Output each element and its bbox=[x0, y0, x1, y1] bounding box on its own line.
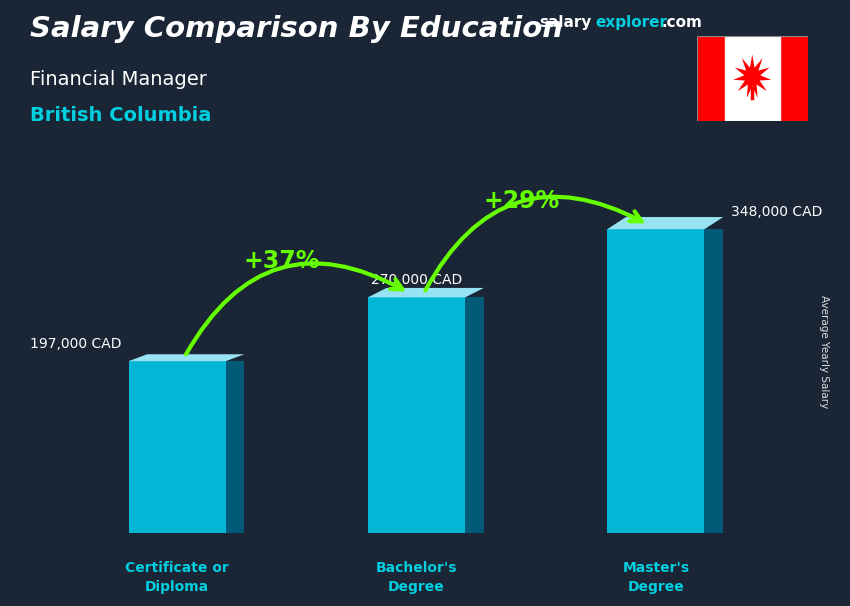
Text: British Columbia: British Columbia bbox=[30, 106, 211, 125]
Text: explorer: explorer bbox=[595, 15, 667, 30]
Text: salary: salary bbox=[540, 15, 592, 30]
Polygon shape bbox=[128, 361, 226, 533]
Polygon shape bbox=[128, 355, 245, 361]
Text: Master's
Degree: Master's Degree bbox=[622, 561, 689, 594]
Text: 197,000 CAD: 197,000 CAD bbox=[30, 337, 121, 351]
Polygon shape bbox=[226, 361, 245, 533]
Text: 270,000 CAD: 270,000 CAD bbox=[371, 273, 462, 287]
Text: Salary Comparison By Education: Salary Comparison By Education bbox=[30, 15, 563, 43]
Bar bbox=[724, 36, 779, 121]
Polygon shape bbox=[607, 217, 723, 229]
Polygon shape bbox=[465, 298, 484, 533]
Text: Bachelor's
Degree: Bachelor's Degree bbox=[376, 561, 457, 594]
Bar bbox=[779, 36, 808, 121]
Polygon shape bbox=[705, 229, 723, 533]
Polygon shape bbox=[734, 55, 771, 98]
Bar bbox=[697, 36, 724, 121]
Text: Certificate or
Diploma: Certificate or Diploma bbox=[125, 561, 229, 594]
Text: 348,000 CAD: 348,000 CAD bbox=[731, 205, 822, 219]
Polygon shape bbox=[368, 288, 484, 298]
Text: Financial Manager: Financial Manager bbox=[30, 70, 207, 88]
Text: .com: .com bbox=[661, 15, 702, 30]
Polygon shape bbox=[368, 298, 465, 533]
Text: Average Yearly Salary: Average Yearly Salary bbox=[819, 295, 829, 408]
Text: +29%: +29% bbox=[483, 189, 559, 213]
Polygon shape bbox=[607, 229, 705, 533]
Text: +37%: +37% bbox=[244, 248, 320, 273]
